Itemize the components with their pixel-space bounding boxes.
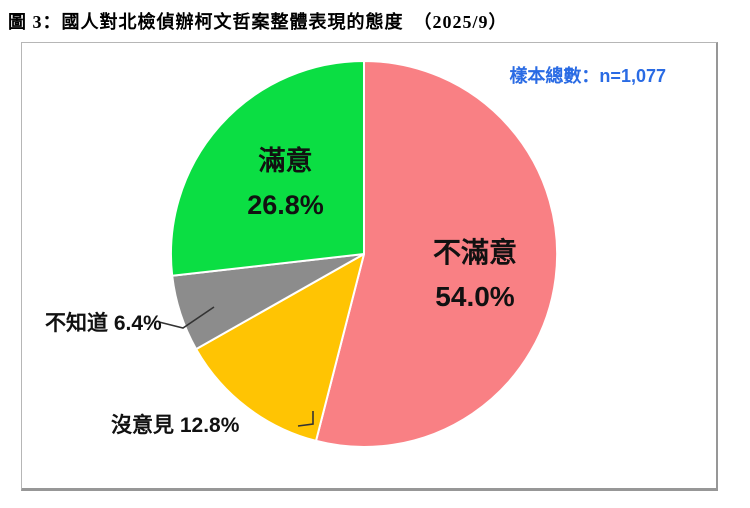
pie-slice-no-opinion bbox=[195, 253, 365, 442]
slice-label-dont-know-name: 不知道 bbox=[45, 312, 108, 335]
pie-chart-area: 樣本總數：n=1,077 不滿意 54.0% 滿意 26.8% 不知道 6.4%… bbox=[21, 42, 718, 491]
pie-chart-svg bbox=[158, 60, 559, 448]
slice-label-no-opinion-name: 沒意見 bbox=[111, 414, 174, 437]
slice-label-dont-know-value: 6.4% bbox=[113, 312, 162, 335]
slice-label-no-opinion-value: 12.8% bbox=[179, 414, 240, 437]
sample-size-label: 樣本總數：n=1,077 bbox=[509, 66, 666, 86]
page-title: 圖 3：國人對北檢偵辦柯文哲案整體表現的態度 （2025/9） bbox=[8, 12, 508, 32]
pie-slice-satisfied bbox=[169, 60, 365, 277]
slice-label-dissatisfied: 不滿意 54.0% bbox=[405, 231, 545, 319]
slice-label-no-opinion: 沒意見 12.8% bbox=[111, 409, 239, 439]
pie-slices-group bbox=[169, 60, 559, 448]
leader-line-no-opinion bbox=[297, 411, 314, 427]
pie-slice-dissatisfied bbox=[315, 60, 559, 448]
slice-label-satisfied-value: 26.8% bbox=[247, 190, 324, 220]
leader-line-dont-know bbox=[158, 306, 215, 329]
slice-label-satisfied: 滿意 26.8% bbox=[213, 139, 358, 227]
slice-label-dissatisfied-name: 不滿意 bbox=[432, 237, 517, 268]
slice-label-dissatisfied-value: 54.0% bbox=[435, 281, 515, 312]
slice-label-satisfied-name: 滿意 bbox=[258, 146, 313, 176]
slice-label-dont-know: 不知道 6.4% bbox=[45, 307, 162, 337]
